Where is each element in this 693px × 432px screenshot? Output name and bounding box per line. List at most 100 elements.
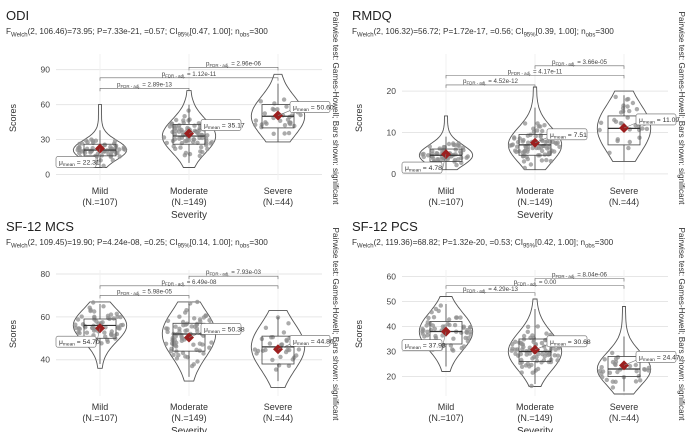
- mean-label: μmean = 11.09: [639, 117, 679, 126]
- data-point: [286, 321, 291, 326]
- data-point: [633, 379, 639, 384]
- data-point: [545, 146, 550, 151]
- pairwise-label: pFDR - adj. = 2.96e-06: [206, 60, 262, 68]
- data-point: [530, 145, 535, 151]
- data-point: [634, 369, 639, 374]
- mean-label-eq: =: [655, 117, 663, 124]
- data-point: [182, 114, 187, 119]
- x-tick-count: (N.=44): [263, 197, 293, 207]
- data-point: [192, 316, 197, 321]
- mean-label-eq: =: [566, 132, 574, 139]
- y-tick-label: 40: [387, 322, 397, 332]
- data-point: [205, 146, 210, 152]
- mean-label-value: 35.17: [228, 123, 245, 130]
- data-point: [173, 324, 178, 329]
- data-point: [618, 110, 624, 115]
- violin-moderate: [507, 298, 563, 387]
- data-point: [270, 357, 275, 363]
- chart-title: RMDQ: [352, 8, 392, 23]
- x-tick-label: Mild: [92, 402, 109, 412]
- y-axis-label: Scores: [8, 103, 18, 132]
- mean-label-eq: =: [75, 160, 83, 167]
- pairwise-p: p: [206, 60, 210, 67]
- data-point: [458, 315, 463, 320]
- data-point: [298, 112, 303, 118]
- data-point: [163, 341, 169, 346]
- data-point: [92, 309, 97, 314]
- data-point: [205, 133, 210, 138]
- y-tick-label: 20: [387, 86, 397, 96]
- chart-subtitle: FWelch(2, 106.32)=56.72; P=1.72e-17, =0.…: [352, 27, 614, 39]
- x-tick-count: (N.=107): [82, 413, 117, 423]
- data-point: [600, 369, 606, 374]
- data-point: [555, 358, 560, 363]
- violin-severe: [596, 90, 652, 162]
- data-point: [548, 158, 554, 164]
- side-note: Pairwise test: Games-Howell; Bars shown:…: [331, 228, 340, 422]
- mean-label-leader: [95, 148, 101, 166]
- data-point: [179, 334, 184, 339]
- subtitle-n: =300: [249, 27, 268, 36]
- mean-label-sub: mean: [63, 343, 75, 348]
- x-tick-count: (N.=149): [517, 413, 552, 423]
- pairwise-p: p: [162, 71, 166, 78]
- mean-label-eq: =: [566, 339, 574, 346]
- x-axis-label: Severity: [171, 426, 207, 432]
- mean-label-leader: [441, 154, 447, 172]
- mean-label: μmean = 30.68: [550, 339, 591, 348]
- subtitle-df: (2, 109.45): [28, 238, 68, 247]
- y-tick-label: 40: [41, 355, 51, 365]
- pairwise-value: 0.00: [544, 279, 557, 286]
- data-point: [197, 348, 202, 353]
- data-point: [279, 342, 285, 347]
- pairwise-eq: =: [486, 286, 493, 293]
- mean-label-leader: [188, 332, 202, 338]
- data-point: [627, 139, 632, 145]
- data-point: [91, 300, 96, 305]
- pairwise-p: p: [162, 279, 166, 286]
- data-point: [468, 329, 473, 334]
- data-point: [427, 144, 432, 149]
- data-point: [556, 346, 561, 351]
- mean-label-box: [401, 339, 443, 351]
- mean-label-sub: mean: [554, 135, 566, 140]
- mean-label-leader: [623, 360, 637, 366]
- pairwise-p: p: [552, 272, 556, 279]
- subtitle-ci-sub: 95%: [178, 33, 191, 39]
- data-point: [544, 139, 550, 144]
- data-point: [600, 375, 605, 380]
- data-point: [425, 333, 430, 338]
- pairwise-bracket: [99, 77, 279, 81]
- data-point: [77, 141, 82, 147]
- data-point: [253, 122, 258, 128]
- x-tick-label: Moderate: [516, 402, 554, 412]
- x-tick-label: Mild: [438, 186, 455, 196]
- mean-label-sub: mean: [409, 169, 421, 174]
- data-point: [438, 303, 443, 308]
- x-tick-count: (N.=107): [428, 413, 463, 423]
- data-point: [102, 142, 107, 147]
- mean-label-sub: mean: [297, 108, 309, 113]
- pairwise-eq: =: [537, 279, 544, 286]
- data-point: [191, 342, 196, 347]
- y-tick-label: 20: [387, 372, 397, 382]
- mean-label: μmean = 44.86: [293, 338, 334, 347]
- subtitle-ci: [0.39, 1.00]; n: [536, 27, 587, 36]
- subtitle-n-sub: obs: [240, 33, 250, 39]
- data-point: [519, 364, 525, 369]
- subtitle-ci-sub: 95%: [524, 33, 537, 39]
- data-point: [275, 107, 280, 112]
- data-point: [421, 154, 426, 160]
- data-point: [522, 149, 527, 154]
- chart-title: ODI: [6, 8, 29, 23]
- mean-label-mu: μ: [550, 339, 554, 346]
- data-point: [607, 370, 613, 375]
- mean-label-box: [546, 128, 588, 141]
- data-point: [262, 111, 267, 116]
- chart-title: SF-12 PCS: [352, 219, 418, 234]
- data-point: [520, 139, 525, 144]
- data-point: [203, 313, 208, 318]
- pairwise-value: 3.66e-05: [583, 59, 608, 66]
- subtitle-df: (2, 119.36): [374, 238, 413, 247]
- data-point: [271, 131, 276, 136]
